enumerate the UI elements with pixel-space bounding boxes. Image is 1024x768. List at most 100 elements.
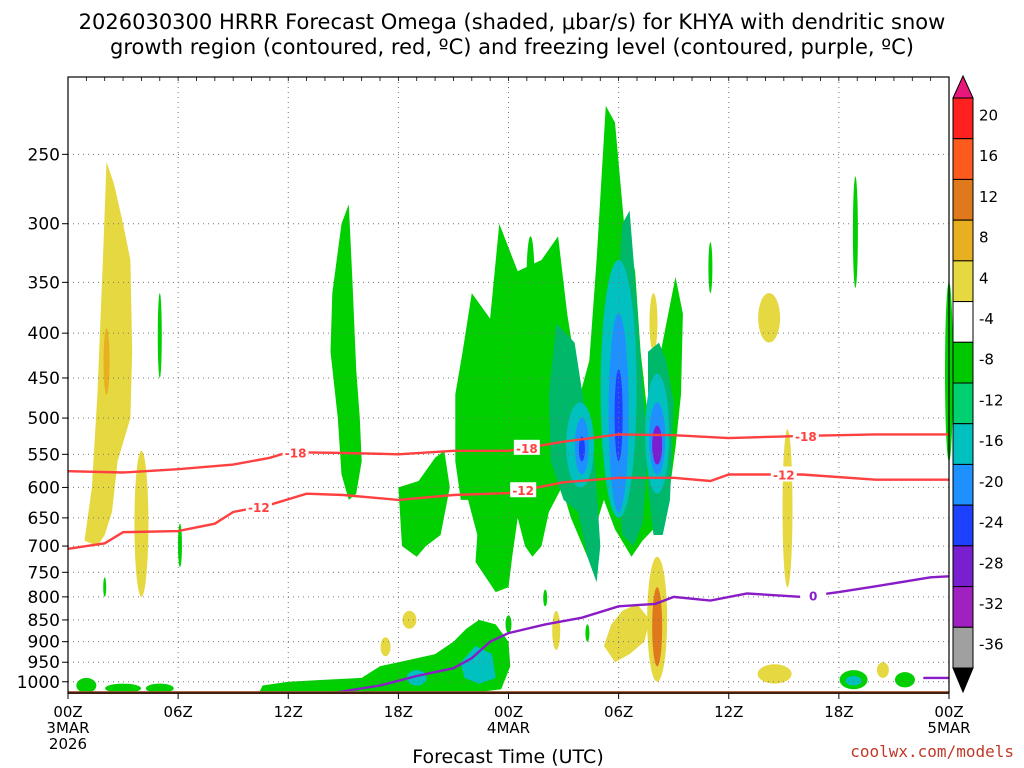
omega-negative-lowlevel-core	[845, 676, 862, 686]
omega-positive-region	[757, 664, 792, 684]
x-tick-label: 12Z	[714, 703, 743, 721]
y-tick-label: 600	[28, 478, 60, 498]
omega-negative-lowlevel	[105, 683, 142, 693]
x-tick-label: 00Z	[494, 703, 523, 721]
y-tick-label: 750	[28, 563, 60, 583]
y-tick-label: 550	[28, 445, 60, 465]
y-tick-label: 850	[28, 611, 60, 631]
colorbar-label: 4	[979, 269, 989, 287]
omega-negative-region	[330, 204, 362, 500]
x-tick-label: 00Z	[53, 703, 82, 721]
colorbar-top-arrow	[952, 74, 974, 99]
colorbar-segment	[952, 260, 974, 303]
y-tick-label: 450	[28, 369, 60, 389]
x-date-label: 3MAR	[46, 719, 89, 737]
contour-label: -18	[516, 442, 538, 456]
colorbar-segment	[952, 463, 974, 506]
omega-negative-core	[578, 436, 585, 462]
contour-line	[67, 433, 949, 474]
omega-negative-core	[614, 369, 623, 462]
colorbar-segment	[952, 219, 974, 262]
x-axis-title: Forecast Time (UTC)	[412, 746, 603, 768]
colorbar-label: -20	[979, 473, 1004, 491]
credit-text: coolwx.com/models	[850, 742, 1014, 761]
colorbar-label: 16	[979, 147, 998, 165]
omega-positive-region	[134, 450, 149, 597]
omega-negative-region	[177, 523, 182, 568]
colorbar-segment	[952, 586, 974, 628]
x-date-label: 4MAR	[487, 719, 530, 737]
omega-negative-lowlevel	[76, 677, 97, 693]
contour-label: -18	[795, 430, 817, 444]
y-tick-label: 500	[28, 409, 60, 429]
colorbar-segment	[952, 504, 974, 547]
colorbar-label: -32	[979, 595, 1004, 613]
omega-negative-region	[505, 615, 512, 634]
y-tick-label: 300	[28, 215, 60, 235]
colorbar-segment	[952, 178, 974, 221]
omega-negative-region	[398, 450, 450, 557]
colorbar-bottom-arrow	[952, 667, 974, 694]
omega-negative-region	[708, 242, 713, 294]
colorbar: 20 16 12 8 4 -4 -8 -12 -16 -20 -24 -28 -32 -36	[952, 74, 1004, 694]
y-tick-label: 950	[28, 653, 60, 673]
colorbar-label: -4	[979, 310, 994, 328]
contour-line	[332, 575, 950, 695]
colorbar-segment	[952, 138, 974, 180]
x-tick-label: 06Z	[163, 703, 192, 721]
omega-positive-region	[402, 610, 417, 629]
omega-positive-core	[652, 587, 663, 667]
omega-negative-lowlevel-core	[460, 645, 496, 684]
contour-label: -12	[248, 501, 270, 515]
y-tick-label: 700	[28, 537, 60, 557]
omega-positive-region	[380, 637, 391, 657]
contour-label-background	[245, 498, 272, 514]
omega-positive-region	[649, 293, 658, 352]
y-tick-label: 650	[28, 509, 60, 529]
omega-negative-lowlevel	[145, 683, 174, 693]
x-date-label: 2026	[49, 735, 87, 753]
y-tick-label: 400	[28, 324, 60, 344]
x-date-label: 5MAR	[927, 719, 970, 737]
omega-negative-region	[157, 293, 162, 378]
omega-positive-core	[103, 328, 110, 395]
omega-shading	[76, 105, 953, 693]
contour-label: -12	[773, 469, 795, 483]
contour-label: -18	[285, 446, 307, 460]
axes: 2503003504004505005506006507007508008509…	[17, 76, 971, 753]
colorbar-label: -8	[979, 351, 994, 369]
omega-negative-region	[103, 577, 107, 597]
omega-positive-region	[782, 429, 793, 588]
contour-lines: -18 -18 -18 -12 -12 -12 0	[67, 427, 950, 695]
colorbar-segment	[952, 382, 974, 425]
colorbar-segment	[952, 341, 974, 384]
chart-title-line-2: growth region (contoured, red, ºC) and f…	[110, 35, 914, 59]
y-tick-label: 900	[28, 633, 60, 653]
omega-negative-region	[852, 176, 858, 288]
omega-positive-region	[552, 610, 561, 651]
omega-negative-core	[652, 425, 663, 465]
x-tick-label: 06Z	[604, 703, 633, 721]
grid-lines	[68, 77, 949, 693]
x-tick-label: 18Z	[384, 703, 413, 721]
x-tick-label: 00Z	[934, 703, 963, 721]
colorbar-segment	[952, 301, 974, 343]
y-tick-label: 250	[28, 145, 60, 165]
colorbar-label: -28	[979, 554, 1004, 572]
contour-label-background	[800, 587, 827, 603]
colorbar-segment	[952, 545, 974, 588]
omega-positive-region	[603, 603, 650, 663]
omega-negative-lowlevel	[894, 672, 915, 688]
y-tick-label: 1000	[17, 673, 60, 693]
omega-negative-region	[526, 236, 535, 324]
chart-title-line-1: 2026030300 HRRR Forecast Omega (shaded, …	[78, 10, 946, 34]
contour-label-background	[510, 482, 537, 498]
colorbar-label: 8	[979, 229, 989, 247]
contour-label-background	[770, 466, 797, 482]
x-tick-label: 12Z	[274, 703, 303, 721]
colorbar-label: 12	[979, 188, 998, 206]
colorbar-label: -24	[979, 514, 1004, 532]
contour-label-background	[792, 427, 819, 443]
colorbar-segment	[952, 626, 974, 669]
